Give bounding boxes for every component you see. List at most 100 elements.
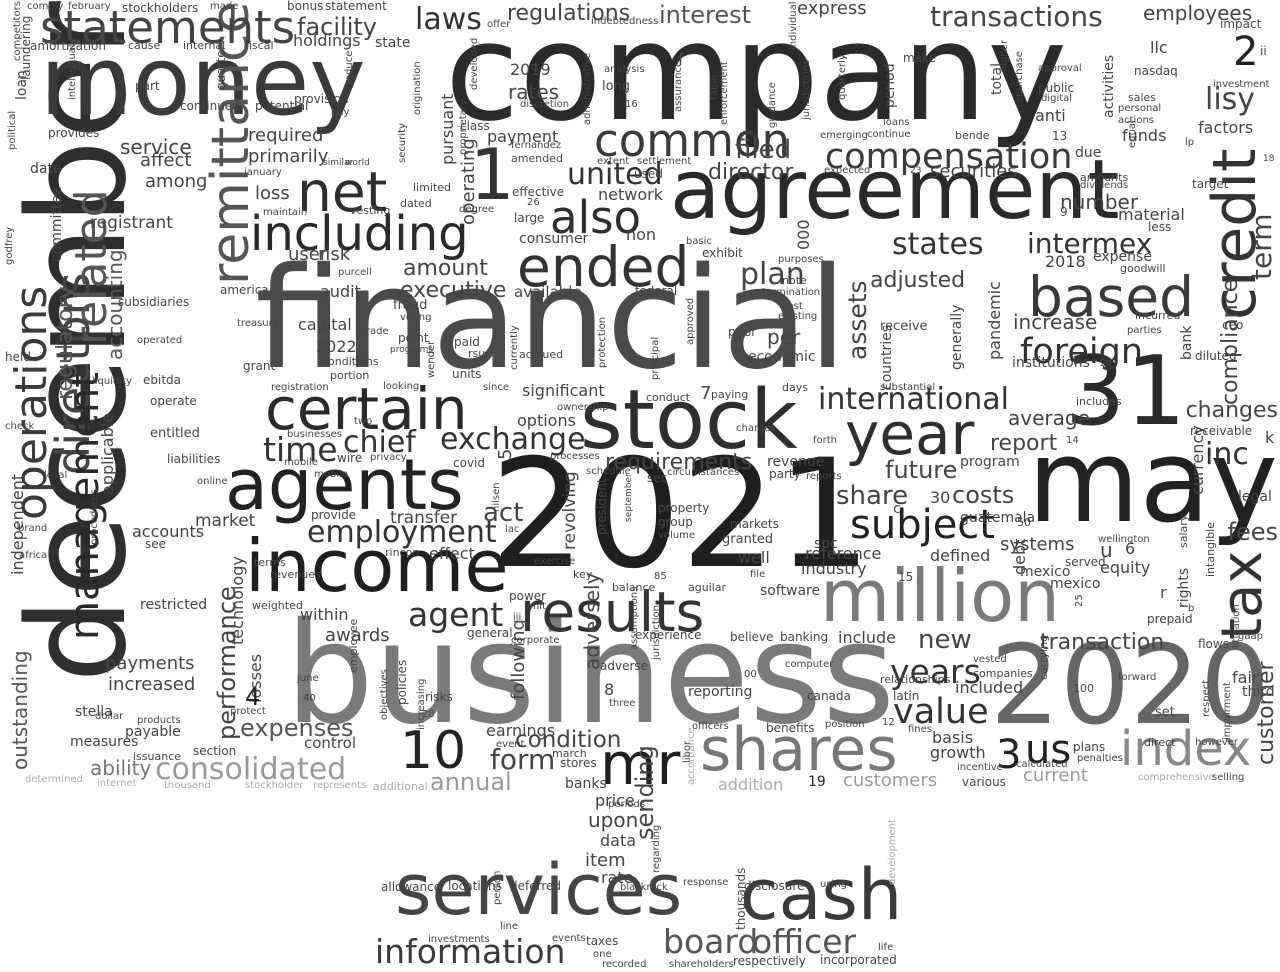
cloud-word: relationships	[880, 673, 951, 686]
cloud-word: diluted	[1195, 349, 1237, 363]
cloud-word: income	[245, 524, 509, 608]
cloud-word: 3	[996, 732, 1022, 778]
cloud-word: respectively	[733, 954, 806, 968]
cloud-word: price	[595, 791, 635, 810]
cloud-word: assumptions	[629, 586, 640, 650]
cloud-word: discretion	[520, 99, 570, 110]
cloud-word: legal	[1238, 489, 1272, 505]
cloud-word: amended	[511, 152, 563, 165]
cloud-word: vesting	[350, 204, 391, 217]
cloud-word: markets	[730, 517, 779, 531]
cloud-word: average	[1008, 406, 1090, 430]
cloud-word: locations	[448, 879, 502, 893]
cloud-word: international	[818, 382, 1009, 417]
cloud-word: comprehensive	[1138, 772, 1215, 783]
cloud-word: factors	[1198, 118, 1254, 137]
cloud-word: board	[663, 922, 759, 961]
cloud-word: portion	[330, 369, 370, 382]
cloud-word: respect	[1201, 679, 1212, 717]
cloud-word: mr	[600, 730, 681, 798]
cloud-word: june	[297, 673, 319, 684]
cloud-word: principal	[650, 336, 661, 380]
cloud-word: also	[550, 191, 642, 244]
cloud-word: incentive	[957, 762, 1003, 773]
cloud-word: online	[197, 476, 228, 487]
cloud-word: interest	[659, 1, 752, 29]
cloud-word: see	[145, 537, 167, 551]
cloud-word: internal	[183, 39, 226, 52]
cloud-word: terms	[254, 556, 286, 569]
cloud-word: march	[552, 747, 587, 760]
cloud-word: period	[882, 63, 898, 108]
cloud-word: thousand	[164, 780, 211, 791]
cloud-word: requirements	[605, 450, 753, 475]
cloud-word: revenues	[270, 568, 321, 581]
cloud-word: intermex	[1027, 227, 1153, 260]
cloud-word: quarterly	[837, 54, 848, 100]
cloud-word: used	[634, 167, 663, 181]
cloud-word: revenue	[767, 454, 825, 470]
cloud-word: however	[1195, 737, 1238, 748]
cloud-word: recorded	[602, 959, 647, 970]
cloud-word: 7	[700, 383, 712, 404]
cloud-word: llc	[1150, 38, 1168, 57]
cloud-word: inc	[1205, 437, 1249, 472]
cloud-word: basis	[932, 728, 974, 747]
cloud-word: based	[1028, 265, 1195, 329]
cloud-word: reports	[806, 471, 842, 482]
cloud-word: represents	[313, 780, 367, 791]
cloud-word: fair	[1232, 668, 1259, 687]
cloud-word: administrative	[582, 52, 593, 125]
cloud-word: part	[135, 79, 160, 93]
cloud-word: transfer	[390, 508, 458, 528]
cloud-word: agents	[225, 444, 464, 526]
cloud-word: two	[354, 416, 373, 427]
cloud-word: due	[1075, 145, 1102, 161]
cloud-word: activities	[1101, 54, 1117, 118]
cloud-word: stella	[75, 704, 113, 720]
cloud-word: subject	[850, 502, 995, 548]
cloud-word: protect	[230, 706, 266, 717]
cloud-word: ii	[1260, 44, 1267, 58]
cloud-word: technology	[228, 556, 247, 645]
cloud-word: one	[593, 949, 612, 960]
cloud-word: thousands	[734, 867, 748, 930]
cloud-word: payable	[125, 724, 181, 740]
cloud-word: event	[496, 739, 525, 750]
cloud-word: bende	[955, 129, 990, 142]
cloud-word: america	[220, 283, 269, 297]
cloud-word: value	[893, 692, 989, 732]
cloud-word: deferred	[510, 879, 561, 893]
cloud-word: primarily	[248, 146, 329, 167]
cloud-word: processes	[550, 451, 600, 462]
cloud-word: equity	[1100, 558, 1151, 577]
cloud-word: businesses	[287, 429, 342, 440]
cloud-word: impact	[1220, 17, 1262, 31]
cloud-word: 13	[1052, 129, 1068, 143]
cloud-word: amounts	[1080, 171, 1129, 184]
cloud-word: laws	[415, 2, 482, 37]
cloud-word: anti	[1035, 106, 1066, 125]
cloud-word: gaap	[1238, 631, 1263, 642]
cloud-word: weighted	[252, 599, 303, 612]
cloud-word: assets	[843, 280, 872, 360]
cloud-word: dated	[400, 197, 432, 210]
cloud-word: condition	[515, 727, 622, 753]
cloud-word: emerging	[820, 130, 868, 141]
cloud-word: less	[1148, 220, 1172, 234]
cloud-word: 85	[654, 571, 667, 582]
cloud-word: limited	[413, 181, 451, 194]
cloud-word: general	[467, 626, 513, 640]
cloud-word: jurisdiction	[651, 605, 662, 660]
cloud-word: consolidated	[155, 752, 347, 787]
cloud-word: set	[1155, 705, 1175, 720]
cloud-word: act	[483, 498, 524, 528]
cloud-word: 15	[898, 570, 914, 584]
cloud-word: agreement	[670, 143, 1120, 238]
cloud-word: addition	[718, 775, 784, 794]
cloud-word: 4	[245, 683, 261, 711]
cloud-word: stock	[580, 373, 798, 468]
cloud-word: 12	[882, 717, 895, 728]
cloud-word: maintain	[263, 207, 308, 218]
cloud-word: ability	[90, 756, 152, 780]
